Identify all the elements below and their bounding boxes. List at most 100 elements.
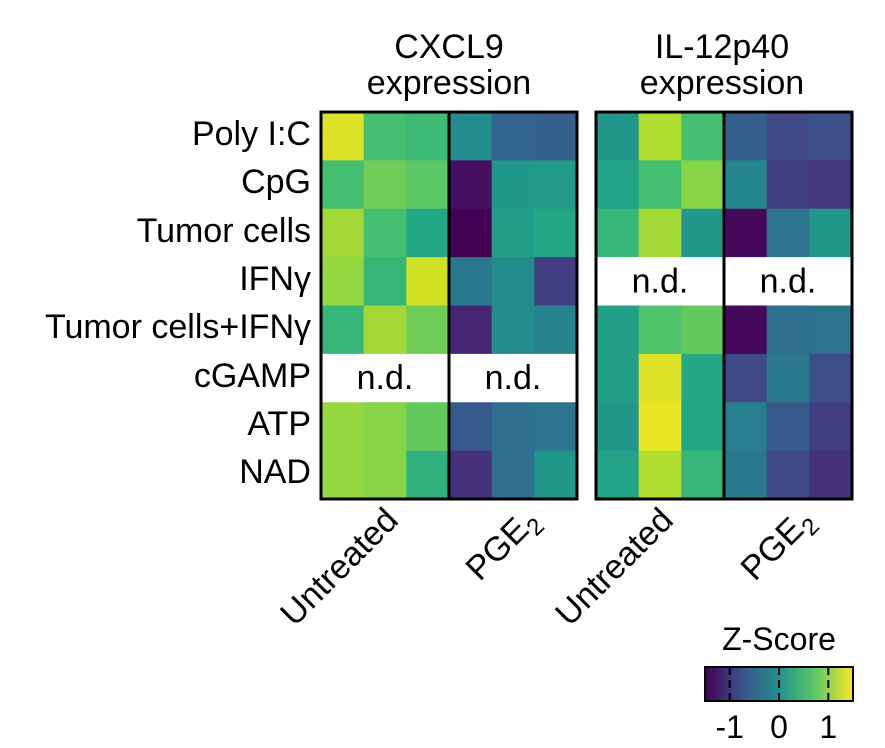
heatmap-cell <box>363 305 407 355</box>
row-label-tumor-cells: Tumor cells <box>137 212 311 250</box>
heatmap-cell <box>766 402 810 452</box>
heatmap-cell <box>809 353 853 403</box>
row-labels: Poly I:C CpG Tumor cells IFNγ Tumor cell… <box>45 115 311 491</box>
row-label-cgamp: cGAMP <box>194 357 311 395</box>
heatmap-cell <box>724 305 768 355</box>
heatmap-cell <box>724 160 768 210</box>
heatmap-cell <box>363 402 407 452</box>
panel-1-xlabel-untreated: Untreated <box>273 501 405 633</box>
heatmap-cell <box>681 160 725 210</box>
heatmap-cell <box>534 450 578 500</box>
colorbar-tick-label: 0 <box>770 709 788 745</box>
heatmap-cell <box>449 208 493 258</box>
panel-2-title-line-1: IL-12p40 <box>655 28 789 66</box>
heatmap-cell <box>596 450 640 500</box>
heatmap-cell <box>491 450 535 500</box>
heatmap-cell <box>491 112 535 161</box>
heatmap-cell <box>449 257 493 307</box>
heatmap-cell <box>724 208 768 258</box>
row-label-poly-ic: Poly I:C <box>192 115 311 153</box>
heatmap-cell <box>534 208 578 258</box>
panel-1-title-line-1: CXCL9 <box>394 28 504 66</box>
heatmap-cell <box>809 112 853 161</box>
heatmap-cell <box>406 305 450 355</box>
heatmap-cell <box>596 208 640 258</box>
colorbar: Z-Score -1 0 1 <box>704 621 854 745</box>
heatmap-cell <box>321 160 365 210</box>
panel-1-title-line-2: expression <box>367 64 531 102</box>
heatmap-cell <box>596 305 640 355</box>
panel-1-xlabel-pge2: PGE2 <box>459 501 550 592</box>
row-label-nad: NAD <box>239 453 311 491</box>
heatmap-cell <box>681 402 725 452</box>
heatmap-cell <box>681 305 725 355</box>
heatmap-cell <box>363 257 407 307</box>
not-detected-label: n.d. <box>760 262 817 300</box>
heatmap-cell <box>321 305 365 355</box>
heatmap-cell <box>491 305 535 355</box>
heatmap-cell <box>534 112 578 161</box>
row-label-atp: ATP <box>247 405 311 443</box>
heatmap-cell <box>596 402 640 452</box>
row-label-cpg: CpG <box>241 163 311 201</box>
colorbar-title: Z-Score <box>722 621 836 657</box>
heatmap-cell <box>724 112 768 161</box>
heatmap-cell <box>638 402 682 452</box>
heatmap-cell <box>406 257 450 307</box>
row-label-tumor-cells-ifng: Tumor cells+IFNγ <box>45 308 311 346</box>
not-detected-label: n.d. <box>632 262 689 300</box>
heatmap-cell <box>363 160 407 210</box>
heatmap-cell <box>449 305 493 355</box>
heatmap-cell <box>363 208 407 258</box>
heatmap-cell <box>766 208 810 258</box>
heatmap-cell <box>534 257 578 307</box>
heatmap-cell <box>596 160 640 210</box>
heatmap-cell <box>491 160 535 210</box>
heatmap-cell <box>766 305 810 355</box>
heatmap-cell <box>406 208 450 258</box>
heatmap-cell <box>766 160 810 210</box>
heatmap-cell <box>681 112 725 161</box>
colorbar-tick-label: -1 <box>715 709 743 745</box>
heatmap-cell <box>809 160 853 210</box>
heatmap-cell <box>449 450 493 500</box>
heatmap-cell <box>638 450 682 500</box>
heatmap-cell <box>681 450 725 500</box>
heatmap-cell <box>534 402 578 452</box>
heatmap-cell <box>809 402 853 452</box>
heatmap-cell <box>638 353 682 403</box>
heatmap-cell <box>321 450 365 500</box>
heatmap-cell <box>681 208 725 258</box>
row-label-ifng: IFNγ <box>239 260 311 298</box>
heatmap-cell <box>406 402 450 452</box>
heatmap-cell <box>491 257 535 307</box>
heatmap-cell <box>363 112 407 161</box>
panel-2-xlabel-pge2: PGE2 <box>734 501 825 592</box>
heatmap-cell <box>449 112 493 161</box>
heatmap-cell <box>766 112 810 161</box>
heatmap-cell <box>321 257 365 307</box>
heatmap-cell <box>638 305 682 355</box>
panel-frames <box>319 110 854 501</box>
colorbar-ticks: -1 0 1 <box>715 667 837 745</box>
colorbar-tick-label: 1 <box>819 709 837 745</box>
panel-2-title-line-2: expression <box>640 64 804 102</box>
heatmap-cell <box>766 450 810 500</box>
heatmap-cell <box>809 305 853 355</box>
panel-1-cells: n.d. n.d. <box>321 112 578 500</box>
heatmap-cell <box>638 112 682 161</box>
heatmap-cell <box>724 353 768 403</box>
panel-2-xlabel-untreated: Untreated <box>548 501 680 633</box>
heatmap-cell <box>534 305 578 355</box>
heatmap-cell <box>766 353 810 403</box>
heatmap-cell <box>809 450 853 500</box>
heatmap-cell <box>406 160 450 210</box>
not-detected-label: n.d. <box>485 359 542 397</box>
heatmap-cell <box>321 112 365 161</box>
heatmap-cell <box>681 353 725 403</box>
panel-2-cells: n.d. n.d. <box>596 112 853 500</box>
heatmap-cell <box>638 208 682 258</box>
heatmap-cell <box>406 112 450 161</box>
heatmap-cell <box>321 208 365 258</box>
